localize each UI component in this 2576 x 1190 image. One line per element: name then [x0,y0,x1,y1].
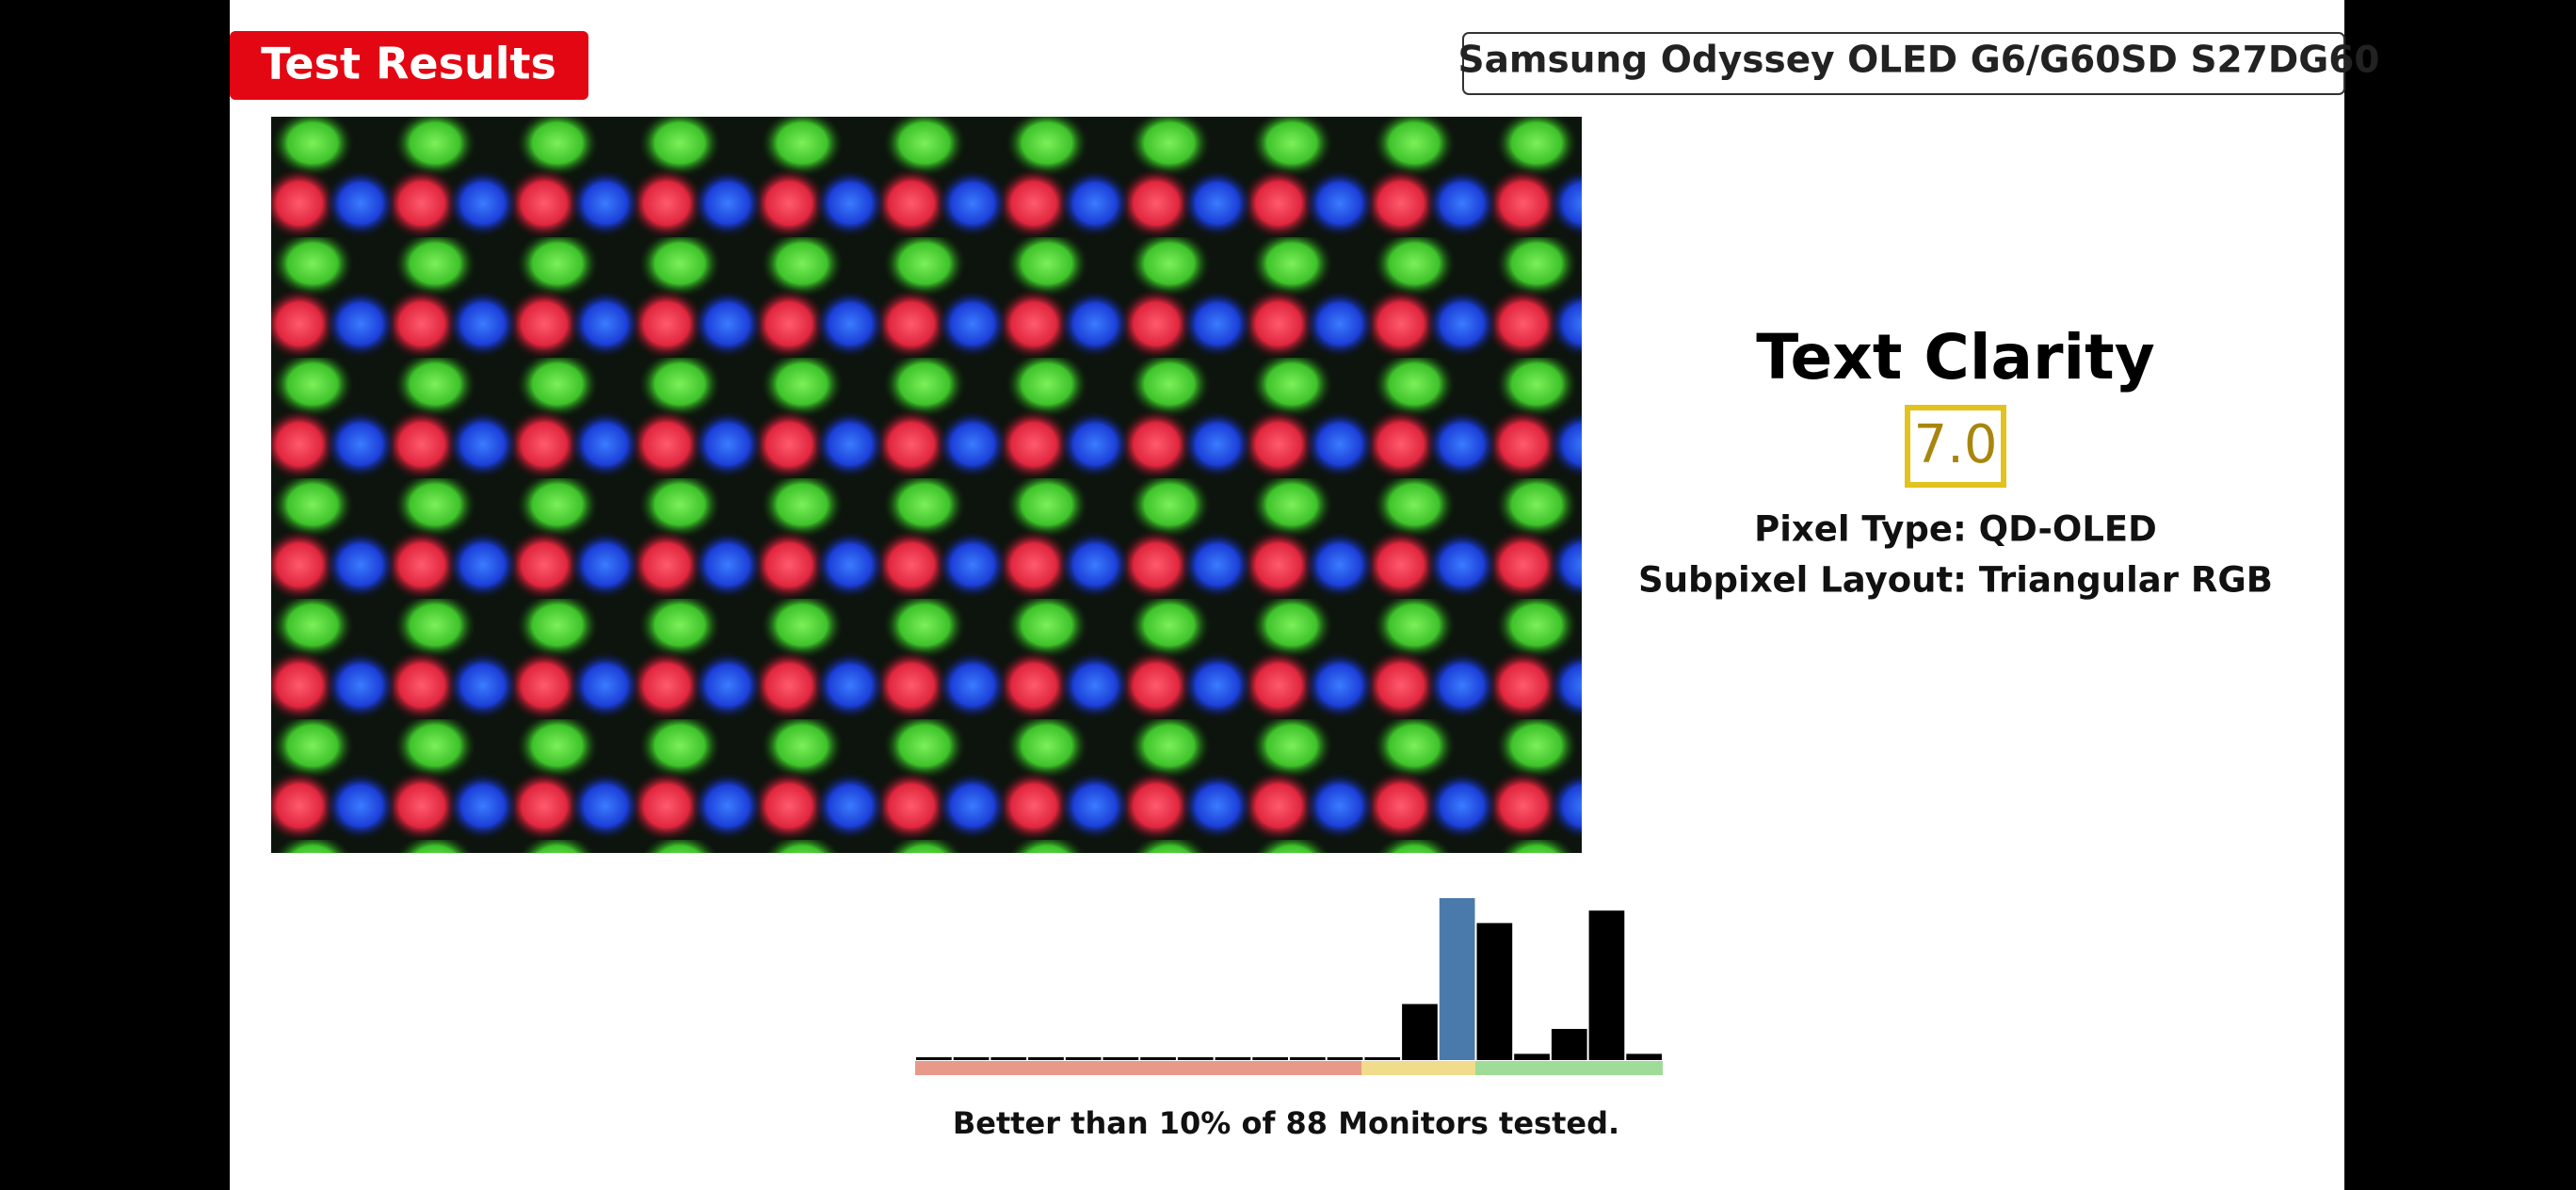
caption: Better than 10% of 88 Monitors tested. [953,1105,1619,1141]
range-good [1475,1061,1663,1075]
bar [1402,1004,1438,1060]
range-fair [1361,1061,1475,1075]
score-box [1905,405,2006,488]
product-box [1462,32,2345,95]
bar [990,1057,1027,1060]
subpixel-layout: Subpixel Layout: Triangular RGB [1638,560,2273,601]
bar [1327,1057,1363,1060]
bar [1626,1053,1662,1060]
bar [953,1057,990,1060]
bar [1514,1053,1550,1060]
badge-text: Test Results [261,39,556,89]
bar [1252,1057,1288,1060]
bar [1065,1057,1102,1060]
bar [1290,1057,1326,1060]
badge [230,31,588,100]
bar [1215,1057,1251,1060]
bar [1177,1057,1214,1060]
bar [1476,923,1513,1060]
bar [1439,898,1475,1060]
bar [1140,1057,1176,1060]
bar [1103,1057,1139,1060]
bar [1588,910,1625,1060]
score: 7.0 [1913,414,1997,475]
bar [1551,1028,1587,1060]
subpixel-photo [271,117,1582,853]
range-poor [915,1061,1361,1075]
bar [1028,1057,1064,1060]
pixel-type: Pixel Type: QD-OLED [1754,509,2157,550]
metric-title: Text Clarity [1756,321,2154,394]
product-title: Samsung Odyssey OLED G6/G60SD S27DG60 [1458,40,2380,82]
bar [1364,1057,1401,1060]
bar [916,1057,952,1060]
